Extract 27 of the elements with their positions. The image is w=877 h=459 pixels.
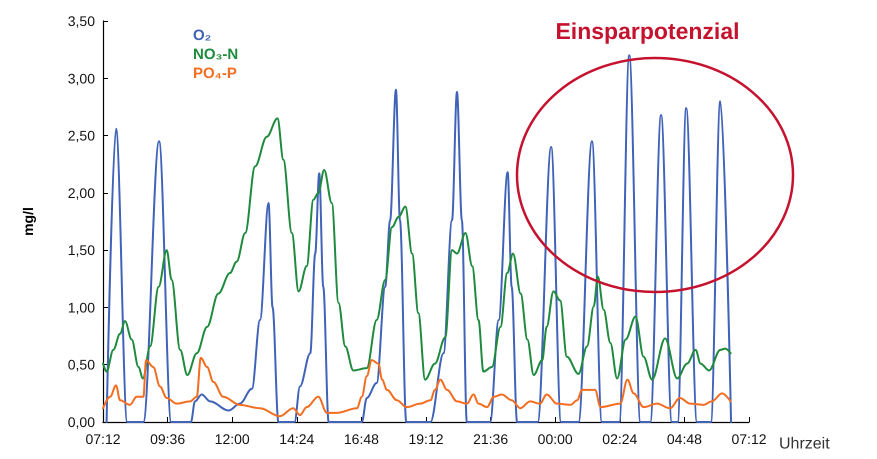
line-series xyxy=(102,356,732,418)
x-tick-label: 21:36 xyxy=(473,431,508,447)
x-tick-label: 07:12 xyxy=(85,431,121,447)
x-tick-label: 04:48 xyxy=(666,431,702,447)
y-axis-title: mg/l xyxy=(20,207,36,236)
y-tick-label: 0,50 xyxy=(68,356,96,373)
y-tick-label: 3,50 xyxy=(68,13,96,29)
text: NO₃-N xyxy=(193,46,238,63)
y-tick-label: 1,50 xyxy=(68,242,96,258)
x-axis-title: Uhrzeit xyxy=(779,436,830,452)
x-tick-label: 02:24 xyxy=(602,431,638,447)
x-tick-label: 09:36 xyxy=(150,431,186,447)
annotation: Einsparpotenzial xyxy=(554,18,741,45)
y-tick-label: 2,00 xyxy=(68,184,96,201)
y-tick-label: 0,00 xyxy=(68,414,96,430)
x-tick-label: 00:00 xyxy=(538,431,573,447)
x-tick-label: 19:12 xyxy=(408,431,444,447)
x-tick-label: 12:00 xyxy=(214,431,250,447)
line-series xyxy=(102,117,732,381)
y-tick-label: 3,00 xyxy=(68,70,96,86)
text: PO₄-P xyxy=(193,65,237,82)
y-tick-label: 1,00 xyxy=(68,299,96,316)
text: O₂ xyxy=(193,27,212,44)
y-tick-label: 2,50 xyxy=(68,128,96,144)
x-tick-label: 07:12 xyxy=(731,431,767,447)
x-tick-label: 16:48 xyxy=(344,431,380,447)
x-tick-label: 14:24 xyxy=(279,431,315,447)
